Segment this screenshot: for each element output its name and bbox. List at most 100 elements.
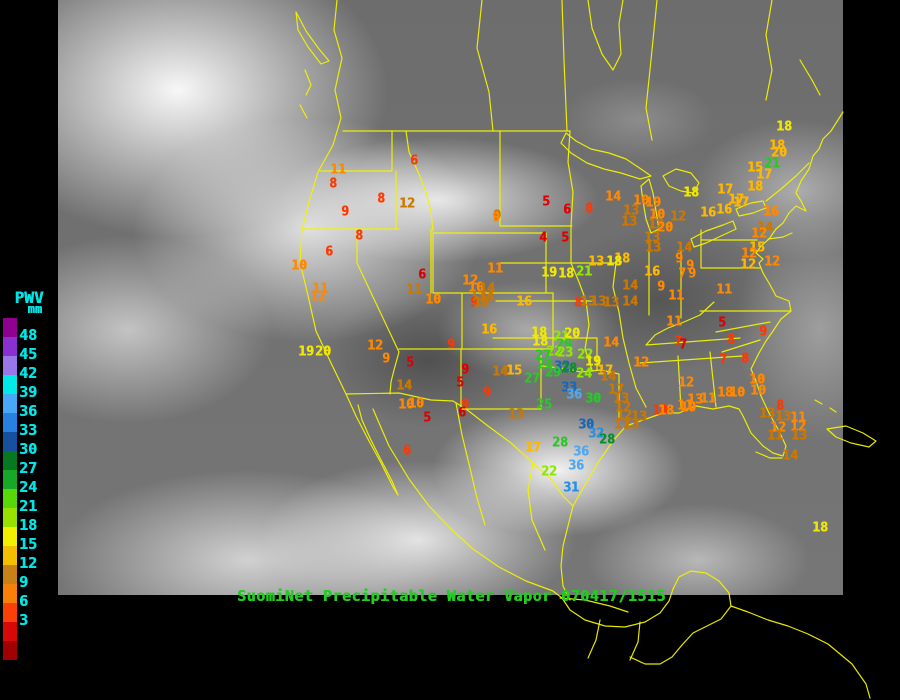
station-value: 23 bbox=[557, 345, 573, 361]
colorbar-label: 33 bbox=[19, 421, 38, 439]
station-value: 32 bbox=[554, 359, 570, 375]
station-value: 8 bbox=[776, 398, 784, 414]
lake-erie bbox=[690, 220, 737, 248]
station-value: 18 bbox=[769, 138, 785, 154]
station-value: 11 bbox=[790, 410, 806, 426]
st-lawrence bbox=[765, 162, 810, 202]
station-value: 12 bbox=[648, 217, 664, 233]
cuba-bahamas bbox=[814, 399, 877, 448]
station-value: 13 bbox=[470, 289, 486, 305]
station-value: 19 bbox=[298, 344, 314, 360]
station-value: 6 bbox=[458, 405, 466, 421]
station-value: 13 bbox=[759, 406, 775, 422]
station-value: 12 bbox=[310, 289, 326, 305]
station-value: 15 bbox=[749, 240, 765, 256]
station-value: 5 bbox=[456, 375, 464, 391]
station-value: 9 bbox=[461, 362, 469, 378]
station-value: 10 bbox=[680, 400, 696, 416]
station-value: 5 bbox=[423, 410, 431, 426]
station-value: 11 bbox=[406, 282, 422, 298]
station-value: 10 bbox=[633, 193, 649, 209]
station-value: 10 bbox=[398, 397, 414, 413]
colorbar-block bbox=[3, 489, 17, 508]
station-value: 18 bbox=[747, 179, 763, 195]
station-value: 14 bbox=[479, 281, 495, 297]
station-value: 13 bbox=[623, 203, 639, 219]
station-value: 5 bbox=[718, 315, 726, 331]
colorbar-block bbox=[3, 508, 17, 527]
coastline-east bbox=[572, 111, 844, 507]
station-value: 20 bbox=[657, 220, 673, 236]
colorbar-label: 21 bbox=[19, 497, 38, 515]
station-value: 6 bbox=[563, 202, 571, 218]
station-value: 9 bbox=[382, 351, 390, 367]
mexico-interior bbox=[455, 402, 641, 661]
station-value: 14 bbox=[622, 294, 638, 310]
station-value: 18 bbox=[531, 325, 547, 341]
station-value: 14 bbox=[676, 240, 692, 256]
colorbar-label: 36 bbox=[19, 402, 38, 420]
station-value: 8 bbox=[377, 191, 385, 207]
colorbar-label: 12 bbox=[19, 554, 38, 572]
station-value: 9 bbox=[483, 385, 491, 401]
vancouver-island bbox=[295, 11, 330, 119]
station-value: 10 bbox=[749, 372, 765, 388]
station-value: 17 bbox=[608, 382, 624, 398]
station-value: 21 bbox=[576, 264, 592, 280]
station-value: 4 bbox=[539, 230, 547, 246]
colorbar-block bbox=[3, 356, 17, 375]
lake-ontario bbox=[735, 200, 767, 217]
colorbar-label: 9 bbox=[19, 573, 29, 591]
station-value: 18 bbox=[717, 385, 733, 401]
station-value: 24 bbox=[576, 366, 592, 382]
station-value: 21 bbox=[553, 329, 569, 345]
colorbar-block bbox=[3, 413, 17, 432]
florida-keys bbox=[755, 451, 783, 459]
colorbar-label: 30 bbox=[19, 440, 38, 458]
station-value: 29 bbox=[556, 337, 572, 353]
station-value: 19 bbox=[541, 265, 557, 281]
station-value: 12 bbox=[616, 408, 632, 424]
station-value: 8 bbox=[355, 228, 363, 244]
station-value: 29 bbox=[545, 365, 561, 381]
station-value: 17 bbox=[756, 167, 772, 183]
station-value: 18 bbox=[558, 266, 574, 282]
station-value: 12 bbox=[770, 420, 786, 436]
station-value: 12 bbox=[790, 419, 806, 435]
colorbar-block bbox=[3, 641, 17, 660]
coastline-gulf-mexico bbox=[560, 505, 574, 601]
station-value: 12 bbox=[741, 246, 757, 262]
station-value: 6 bbox=[325, 244, 333, 260]
station-value: 12 bbox=[367, 338, 383, 354]
colorbar-label: 24 bbox=[19, 478, 38, 496]
station-value: 28 bbox=[599, 432, 615, 448]
station-value: 11 bbox=[487, 261, 503, 277]
station-value: 12 bbox=[633, 355, 649, 371]
station-value: 13 bbox=[613, 391, 629, 407]
long-island bbox=[767, 232, 793, 240]
station-value: 13 bbox=[588, 254, 604, 270]
station-value: 8 bbox=[329, 176, 337, 192]
station-value: 14 bbox=[396, 378, 412, 394]
station-value: 10 bbox=[425, 292, 441, 308]
colorbar-label: 42 bbox=[19, 364, 38, 382]
station-value: 6 bbox=[403, 443, 411, 459]
station-value: 18 bbox=[532, 334, 548, 350]
pwv-colorbar: PWV mm 48 45 42 39 36 33 30 27 24 21 18 15 12 9 6 3 bbox=[2, 290, 56, 660]
colorbar-label: 27 bbox=[19, 459, 38, 477]
colorbar-label: 18 bbox=[19, 516, 38, 534]
station-value: 17 bbox=[733, 195, 749, 211]
colorbar-label: 45 bbox=[19, 345, 38, 363]
colorbar-block bbox=[3, 622, 17, 641]
station-value: 16 bbox=[763, 204, 779, 220]
station-value: 9 bbox=[657, 279, 665, 295]
station-value: 31 bbox=[563, 480, 579, 496]
station-value: 14 bbox=[757, 220, 773, 236]
station-value: 32 bbox=[588, 426, 604, 442]
station-value: 9 bbox=[493, 208, 501, 224]
colorbar-block bbox=[3, 451, 17, 470]
station-value: 9 bbox=[470, 295, 478, 311]
station-value: 18 bbox=[614, 251, 630, 267]
station-value: 20 bbox=[771, 145, 787, 161]
station-value: 16 bbox=[481, 322, 497, 338]
